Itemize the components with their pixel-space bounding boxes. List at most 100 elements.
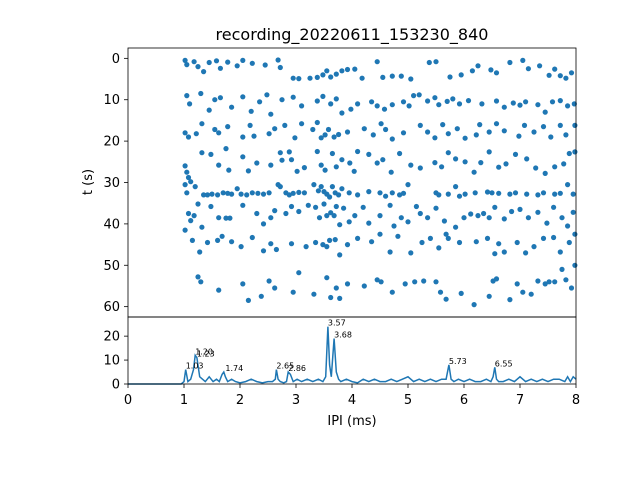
raster-point (216, 130, 222, 136)
x-tick-label: 1 (180, 393, 188, 408)
raster-point (314, 119, 320, 126)
raster-point (339, 68, 345, 74)
raster-point (512, 190, 519, 196)
raster-point (213, 58, 220, 64)
raster-point (417, 210, 423, 217)
raster-point (201, 192, 207, 198)
raster-point (337, 222, 343, 228)
raster-point (486, 149, 492, 155)
raster-point (531, 129, 537, 135)
x-tick-label: 0 (124, 393, 132, 408)
raster-point (397, 150, 403, 157)
raster-point (552, 191, 558, 197)
raster-point (507, 297, 513, 303)
raster-point (405, 182, 411, 188)
raster-point (324, 275, 330, 281)
raster-point (400, 130, 407, 136)
raster-point (254, 160, 260, 166)
raster-point (432, 160, 438, 166)
raster-point (512, 151, 519, 157)
raster-point (219, 233, 225, 239)
raster-point (425, 98, 431, 104)
raster-point (238, 244, 244, 250)
raster-point (296, 189, 302, 195)
raster-point (488, 67, 494, 73)
ipi-peak-label: 3.68 (334, 331, 352, 340)
raster-point (188, 218, 194, 224)
y-tick-label: 30 (103, 176, 120, 191)
raster-point (388, 169, 394, 175)
raster-point (329, 150, 335, 157)
raster-point (462, 191, 468, 197)
raster-point (240, 134, 246, 140)
raster-point (570, 209, 576, 215)
raster-point (572, 231, 578, 237)
raster-point (195, 64, 201, 70)
raster-point (557, 73, 563, 79)
raster-point (453, 184, 459, 190)
raster-point (249, 234, 255, 241)
raster-point (324, 68, 330, 74)
raster-point (341, 205, 347, 211)
raster-point (361, 126, 367, 132)
raster-point (216, 162, 222, 168)
raster-point (456, 101, 463, 107)
raster-point (397, 192, 403, 198)
raster-point (507, 59, 513, 66)
raster-point (328, 101, 334, 107)
raster-point (347, 160, 353, 166)
raster-point (339, 110, 345, 116)
raster-point (472, 190, 478, 196)
raster-point (454, 126, 460, 132)
raster-point (277, 184, 283, 190)
raster-point (360, 204, 366, 210)
ipi-peak-label: 1.23 (197, 350, 215, 359)
ipi-peak-label: 3.57 (328, 319, 346, 328)
raster-point (322, 132, 328, 138)
y-tick-label: 10 (103, 354, 120, 369)
raster-point (333, 285, 339, 291)
raster-point (225, 59, 231, 65)
raster-point (327, 194, 333, 200)
raster-point (458, 72, 464, 78)
raster-point (377, 231, 383, 237)
raster-point (318, 184, 324, 190)
raster-point (557, 122, 563, 128)
raster-point (192, 184, 198, 190)
raster-point (443, 231, 449, 237)
raster-point (266, 278, 272, 284)
raster-point (366, 151, 372, 157)
raster-point (395, 233, 401, 239)
raster-point (240, 202, 246, 208)
raster-point (184, 93, 190, 99)
raster-point (535, 278, 541, 284)
raster-point (563, 75, 569, 81)
histogram-x-ticks: 0 1 2 3 4 5 6 7 8 (124, 384, 580, 408)
raster-point (333, 96, 339, 102)
raster-point (477, 122, 483, 128)
raster-point (405, 219, 411, 225)
raster-point (331, 213, 337, 219)
raster-point (260, 248, 267, 254)
raster-point (510, 100, 516, 106)
raster-point (348, 106, 354, 112)
raster-point (355, 101, 361, 107)
raster-point (299, 103, 305, 109)
raster-point (486, 215, 492, 221)
raster-point (568, 70, 575, 76)
raster-point (391, 223, 397, 229)
y-tick-label: 20 (103, 135, 120, 150)
raster-point (402, 281, 408, 287)
ipi-peak-label: 1.03 (186, 362, 204, 371)
raster-point (315, 188, 321, 194)
raster-point (208, 151, 214, 157)
raster-point (260, 191, 267, 197)
raster-point (328, 74, 334, 80)
raster-point (540, 124, 547, 130)
raster-point (542, 170, 548, 176)
raster-point (400, 190, 407, 196)
raster-point (204, 192, 211, 198)
raster-point (220, 190, 226, 196)
